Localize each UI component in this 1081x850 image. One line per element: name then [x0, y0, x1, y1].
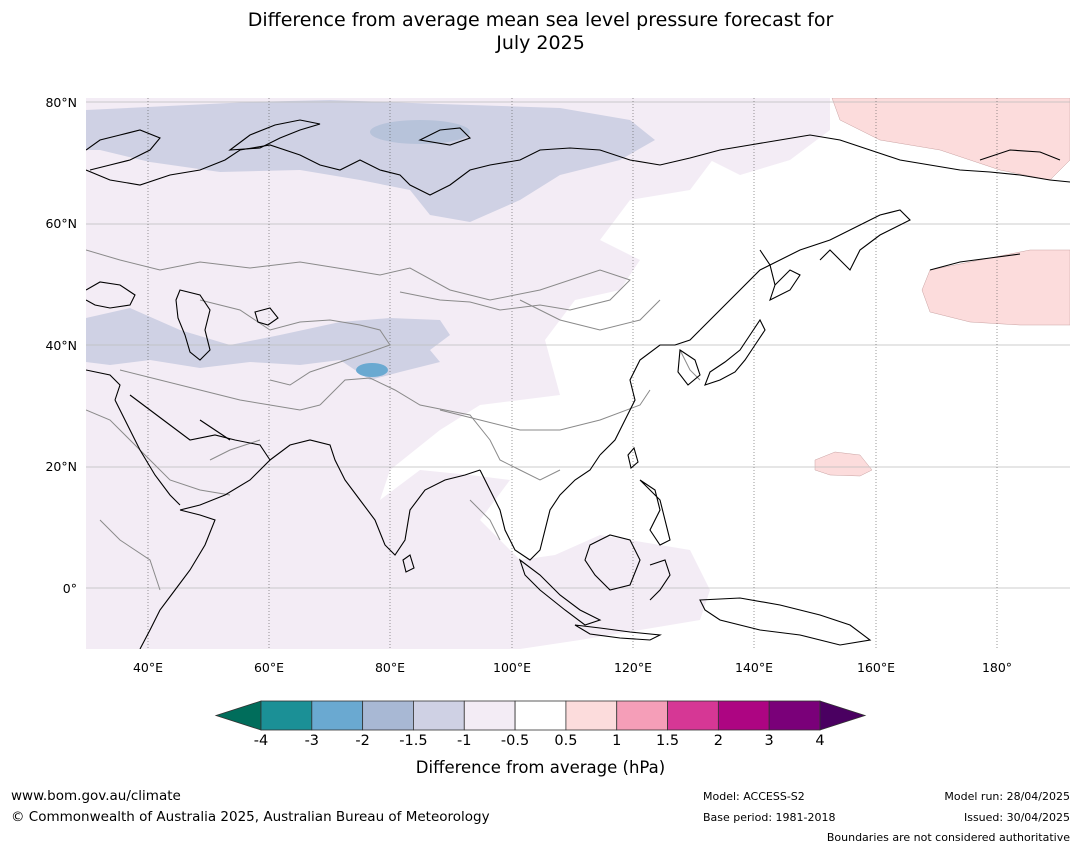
colorbar-box: [311, 700, 364, 731]
footer-website: www.bom.gov.au/climate: [11, 788, 181, 804]
lon-label-60e: 60°E: [253, 660, 285, 675]
lat-label-80n: 80°N: [45, 95, 77, 110]
lon-label-100e: 100°E: [492, 660, 532, 675]
anomaly-region-pink-arctic: [831, 98, 1070, 181]
colorbar-tick-label: -1: [457, 733, 472, 749]
footer-model: Model: ACCESS-S2: [703, 790, 805, 803]
map-title: Difference from average mean sea level p…: [0, 9, 1081, 55]
footer-copyright: © Commonwealth of Australia 2025, Austra…: [11, 809, 490, 825]
anomaly-region-blue-kara-sea: [370, 120, 470, 144]
latitude-gridlines: [86, 101, 1070, 589]
title-line-1: Difference from average mean sea level p…: [247, 9, 834, 31]
colorbar-tick-label: -0.5: [500, 733, 530, 749]
colorbar-extend-low: [214, 700, 262, 731]
colorbar-box: [514, 700, 567, 731]
colorbar-tick-label: -4: [253, 733, 269, 749]
colorbar-box: [768, 700, 821, 731]
footer-base-period: Base period: 1981-2018: [703, 811, 836, 824]
coastlines: [86, 119, 1070, 649]
colorbar-extend-high: [819, 700, 867, 731]
footer-issued: Issued: 30/04/2025: [963, 811, 1070, 824]
national-boundaries: [86, 249, 701, 591]
anomaly-region-blue-grey-central-asia: [86, 308, 450, 380]
lat-label-0: 0°: [62, 581, 77, 596]
lon-label-120e: 120°E: [613, 660, 653, 675]
map-content: [86, 98, 1070, 649]
anomaly-region-light-purple: [86, 98, 720, 649]
colorbar-box: [413, 700, 465, 731]
anomaly-region-light-purple-north: [700, 98, 830, 175]
colorbar: [214, 700, 867, 731]
colorbar-tick-label: -2: [355, 733, 370, 749]
colorbar-box: [717, 700, 770, 731]
lon-label-140e: 140°E: [734, 660, 774, 675]
colorbar-tick-label: 2: [713, 733, 723, 749]
lon-label-80e: 80°E: [374, 660, 406, 675]
colorbar-box: [667, 700, 719, 731]
footer-disclaimer: Boundaries are not considered authoritat…: [826, 831, 1070, 844]
anomaly-region-blue-grey-arctic: [86, 100, 655, 222]
colorbar-box: [260, 700, 313, 731]
footer-model-run: Model run: 28/04/2025: [944, 790, 1070, 803]
colorbar-title: Difference from average (hPa): [415, 758, 666, 777]
colorbar-box: [565, 700, 618, 731]
lon-label-180: 180°: [981, 660, 1013, 675]
colorbar-tick-label: 1: [612, 733, 622, 749]
colorbar-tick-label: 4: [815, 733, 825, 749]
colorbar-box: [463, 700, 516, 731]
lon-label-40e: 40°E: [132, 660, 164, 675]
colorbar-tick-label: 1.5: [656, 733, 680, 749]
colorbar-tick-label: 3: [764, 733, 774, 749]
anomaly-region-blue-tibet: [356, 363, 388, 377]
lon-label-160e: 160°E: [856, 660, 896, 675]
lat-label-20n: 20°N: [45, 459, 77, 474]
title-line-2: July 2025: [496, 32, 585, 54]
anomaly-map: [86, 98, 1070, 649]
anomaly-region-pink-west-pacific: [814, 451, 873, 477]
colorbar-box: [616, 700, 668, 731]
colorbar-tick-label: 0.5: [554, 733, 578, 749]
longitude-gridlines: [147, 98, 998, 649]
colorbar-box: [362, 700, 414, 731]
anomaly-region-pink-north-pacific: [921, 249, 1070, 326]
lat-label-40n: 40°N: [45, 338, 77, 353]
colorbar-tick-label: -1.5: [399, 733, 428, 749]
colorbar-tick-label: -3: [304, 733, 320, 749]
lat-label-60n: 60°N: [45, 216, 77, 231]
